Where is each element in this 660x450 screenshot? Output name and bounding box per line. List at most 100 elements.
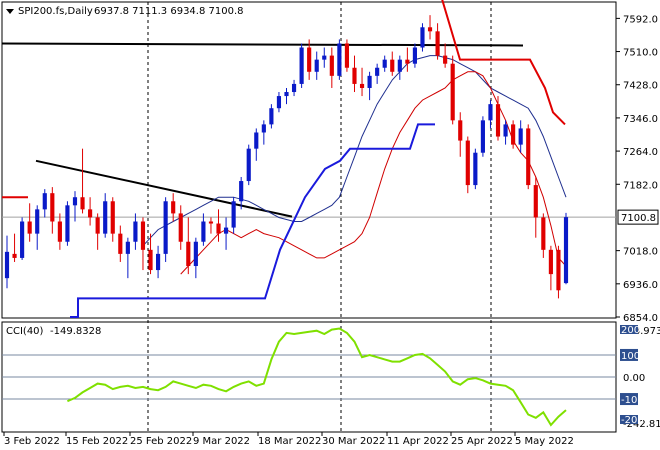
- candle-body: [42, 193, 47, 210]
- cci-series: [67, 327, 567, 427]
- cci-bottom-box: [620, 415, 638, 424]
- candle: [27, 203, 32, 242]
- candle-body: [541, 217, 546, 250]
- candle: [12, 233, 17, 262]
- candle-body: [284, 92, 289, 97]
- candle: [412, 43, 417, 68]
- candle: [495, 96, 501, 141]
- candle-body: [390, 59, 395, 72]
- candle: [526, 124, 531, 190]
- candle: [541, 213, 546, 258]
- candle-body: [314, 59, 319, 72]
- candle-body: [27, 221, 32, 234]
- candle: [178, 205, 183, 250]
- candle: [72, 191, 78, 222]
- candle-body: [465, 140, 470, 186]
- cci-label: CCI(40): [6, 326, 44, 337]
- candle-body: [35, 209, 40, 234]
- candle-body: [269, 108, 274, 125]
- candle: [125, 237, 130, 279]
- date-axis: 3 Feb 2022 15 Feb 2022 25 Feb 2022 9 Mar 20…: [3, 432, 574, 447]
- cci-top-box: [620, 325, 638, 334]
- candle-body: [307, 47, 312, 72]
- candle: [239, 176, 244, 210]
- cci-max-label: 238.9731: [621, 326, 660, 337]
- candle: [269, 104, 274, 129]
- candle: [465, 136, 470, 194]
- candle: [533, 176, 538, 238]
- price-tick-label: 7510.0: [623, 48, 658, 59]
- candle-body: [435, 31, 440, 56]
- candle: [443, 43, 448, 68]
- candle: [548, 245, 553, 291]
- candle: [329, 47, 334, 88]
- candle-body: [57, 221, 62, 242]
- candle: [284, 87, 289, 105]
- cci-axis: 100 0.00 -100 238.9731 -242.819 200 -200: [2, 325, 660, 430]
- candle: [254, 128, 259, 161]
- candle-body: [533, 185, 538, 218]
- collapse-triangle-icon[interactable]: [6, 9, 14, 14]
- candle: [382, 55, 387, 72]
- candle: [4, 235, 10, 289]
- support-step-line: [70, 123, 435, 318]
- candle-body: [337, 43, 342, 76]
- candle-body: [397, 59, 402, 72]
- date-tick-label: 15 Feb 2022: [66, 436, 128, 447]
- candle-body: [450, 63, 455, 121]
- candle-body: [239, 181, 244, 202]
- candle: [427, 15, 433, 40]
- date-tick-label: 30 Mar 2022: [322, 436, 385, 447]
- current-price-box: [617, 209, 659, 225]
- cci-level-box: [620, 348, 638, 361]
- candle-body: [548, 249, 553, 275]
- candle: [223, 217, 229, 250]
- cci-level-box: [620, 393, 638, 406]
- candle: [307, 39, 312, 80]
- candle: [103, 193, 108, 238]
- candle-body: [88, 209, 93, 218]
- date-tick-label: 9 Mar 2022: [193, 436, 250, 447]
- candle-body: [412, 47, 417, 64]
- candle: [473, 148, 478, 190]
- candle-body: [118, 233, 123, 254]
- candle: [518, 120, 523, 153]
- current-price-label: 7100.8: [621, 213, 656, 224]
- candle-body: [322, 55, 327, 60]
- candles: [4, 15, 569, 299]
- candle: [322, 47, 327, 68]
- candle-body: [261, 124, 266, 133]
- date-tick-label: 25 Apr 2022: [451, 436, 513, 447]
- candle-body: [526, 128, 531, 186]
- candle-body: [95, 217, 100, 234]
- price-tick-label: 7346.0: [623, 114, 658, 125]
- candle-body: [518, 128, 523, 145]
- candle: [299, 43, 304, 88]
- candle-body: [186, 241, 191, 267]
- candle: [367, 71, 372, 101]
- candle-body: [495, 104, 501, 137]
- candle-body: [329, 55, 334, 76]
- candle-body: [473, 152, 478, 186]
- price-tick-label: 7428.0: [623, 81, 658, 92]
- cci-min-label: -242.819: [623, 419, 660, 430]
- candle-body: [299, 47, 304, 84]
- candle: [80, 148, 85, 214]
- candle-body: [208, 221, 214, 224]
- candle: [118, 225, 123, 262]
- candle-body: [276, 96, 282, 109]
- resistance-step-line-right: [441, 0, 566, 126]
- candle-body: [193, 241, 198, 267]
- candle: [503, 120, 508, 145]
- candle-body: [80, 197, 85, 210]
- candle: [480, 116, 485, 157]
- candle: [65, 201, 70, 246]
- candle-body: [171, 201, 176, 214]
- date-tick-label: 18 Mar 2022: [258, 436, 321, 447]
- candle: [110, 197, 115, 242]
- candle-body: [148, 249, 153, 271]
- price-tick-label: 6854.0: [623, 313, 658, 324]
- cci-line: [67, 327, 567, 427]
- candle: [216, 209, 221, 242]
